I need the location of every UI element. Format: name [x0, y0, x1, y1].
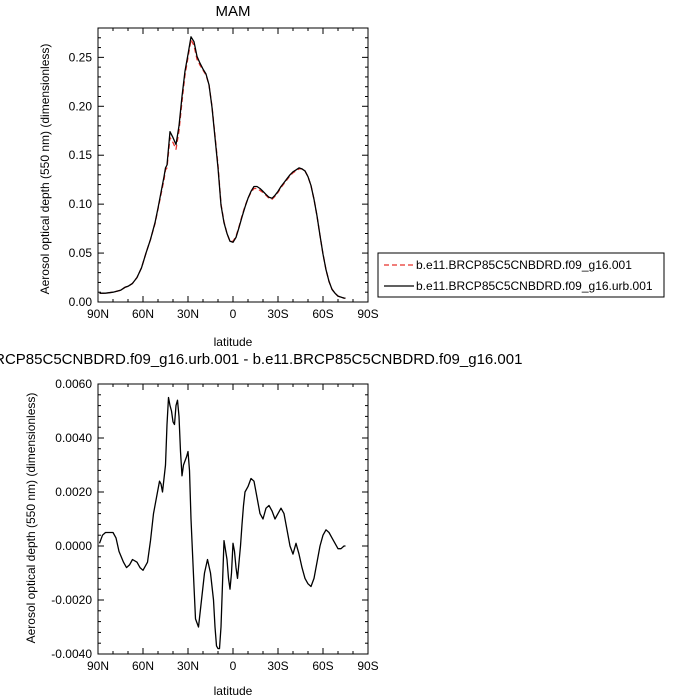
x-tick-label: 30S	[267, 659, 288, 673]
chart-top-series	[99, 36, 346, 299]
x-tick-label: 30S	[267, 307, 288, 321]
y-tick-label: -0.0020	[51, 593, 92, 607]
legend-entry-1: b.e11.BRCP85C5CNBDRD.f09_g16.001	[416, 258, 632, 272]
series-line-1	[98, 396, 346, 650]
chart-bottom-ylabel: Aerosol optical depth (550 nm) (dimensio…	[24, 393, 38, 644]
chart-top-title: MAM	[216, 3, 251, 20]
series-line-1	[99, 39, 346, 299]
chart-bottom-title: b.e11.BRCP85C5CNBDRD.f09_g16.urb.001 - b…	[0, 351, 522, 368]
x-tick-label: 60N	[132, 659, 154, 673]
y-tick-label: -0.0040	[51, 647, 92, 661]
x-tick-label: 0	[230, 659, 237, 673]
x-tick-label: 60S	[312, 659, 333, 673]
legend-box	[377, 252, 665, 298]
y-tick-label: 0.10	[69, 197, 93, 211]
x-tick-label: 60N	[132, 307, 154, 321]
x-tick-label: 90N	[87, 307, 109, 321]
legend: b.e11.BRCP85C5CNBDRD.f09_g16.001 b.e11.B…	[377, 252, 665, 298]
x-tick-label: 90N	[87, 659, 109, 673]
series-line-2	[99, 36, 346, 299]
plot-frame	[97, 383, 369, 655]
y-tick-label: 0.05	[69, 246, 93, 260]
chart-top-xlabel: latitude	[214, 335, 253, 349]
y-tick-label: 0.15	[69, 148, 93, 162]
y-tick-label: 0.0040	[55, 431, 92, 445]
chart-bottom-series	[98, 396, 346, 650]
x-tick-label: 30N	[177, 307, 199, 321]
plot-frame	[97, 27, 369, 303]
chart-top: MAM 90N 60N 30N 0 30S 60S 90S 0.00 0.05 0.10 0.15 0…	[38, 3, 379, 349]
y-tick-label: 0.20	[69, 99, 93, 113]
y-tick-label: 0.0000	[55, 539, 92, 553]
y-tick-label: 0.00	[69, 295, 93, 309]
chart-bottom-xlabel: latitude	[214, 684, 253, 698]
x-tick-label: 90S	[357, 307, 378, 321]
x-tick-label: 90S	[357, 659, 378, 673]
chart-bottom: b.e11.BRCP85C5CNBDRD.f09_g16.urb.001 - b…	[0, 351, 522, 698]
chart-top-axes: 90N 60N 30N 0 30S 60S 90S 0.00 0.05 0.10 0.15 0.20 0…	[69, 27, 379, 321]
y-tick-label: 0.0060	[55, 377, 92, 391]
chart-bottom-axes: 90N 60N 30N 0 30S 60S 90S -0.0040 -0.0020 0.0000 0…	[51, 377, 378, 673]
x-tick-label: 0	[230, 307, 237, 321]
y-tick-label: 0.0020	[55, 485, 92, 499]
legend-entry-2: b.e11.BRCP85C5CNBDRD.f09_g16.urb.001	[416, 279, 653, 293]
chart-top-ylabel: Aerosol optical depth (550 nm) (dimensio…	[38, 44, 52, 295]
x-tick-label: 60S	[312, 307, 333, 321]
x-tick-label: 30N	[177, 659, 199, 673]
y-tick-label: 0.25	[69, 50, 93, 64]
